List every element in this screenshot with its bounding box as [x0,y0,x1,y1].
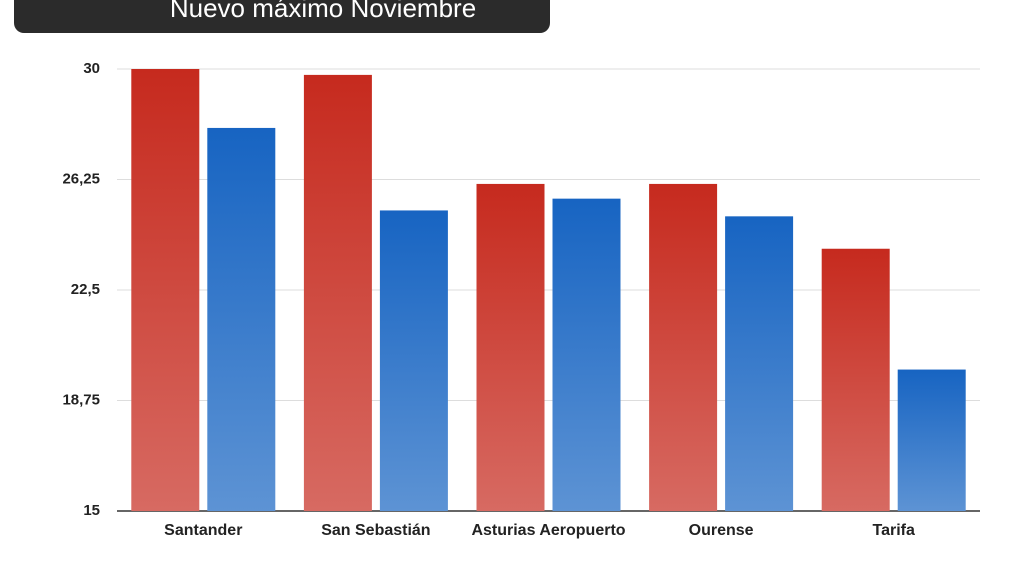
bar [131,69,200,511]
bar [207,127,276,511]
bar [379,210,448,511]
x-tick-label: Asturias Aeropuerto [471,522,625,539]
bar [649,183,718,512]
y-tick-label: 26,25 [62,170,100,187]
bar [821,248,890,511]
bar [303,74,372,511]
y-tick-label: 22,5 [71,281,100,298]
y-tick-label: 15 [83,502,100,519]
bar [476,183,545,512]
x-tick-label: Santander [164,522,242,539]
x-tick-label: Tarifa [873,522,915,539]
title-tab [14,0,550,33]
x-tick-label: San Sebastián [321,522,430,539]
y-tick-label: 18,75 [62,391,100,408]
x-tick-label: Ourense [689,522,754,539]
y-tick-label: 30 [83,60,100,77]
chart-title: Nuevo máximo Noviembre [170,0,476,23]
bar [897,369,966,511]
bar [725,216,794,512]
bar [552,198,621,512]
